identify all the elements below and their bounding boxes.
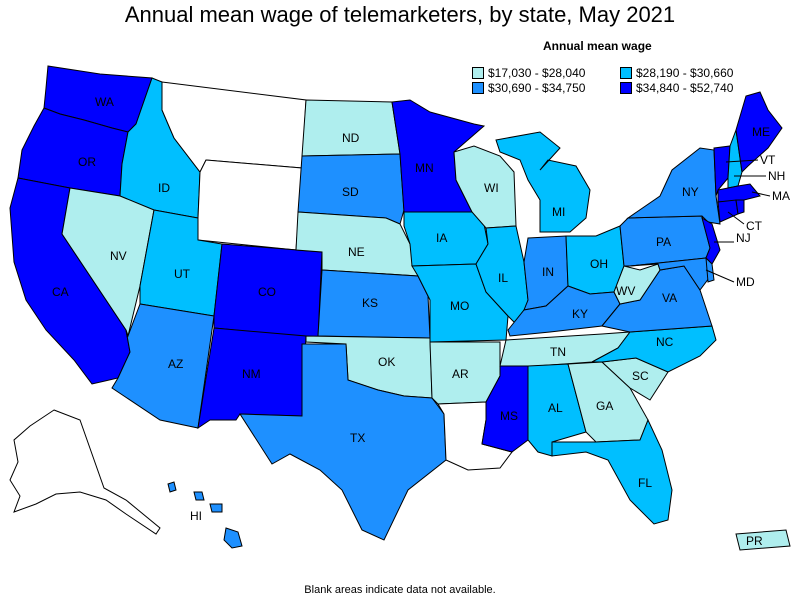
label-IL: IL	[498, 271, 508, 285]
footnote: Blank areas indicate data not available.	[304, 584, 496, 596]
label-OK: OK	[378, 355, 395, 369]
label-NY: NY	[682, 185, 699, 199]
label-NH: NH	[768, 169, 785, 183]
label-VA: VA	[662, 291, 677, 305]
label-SC: SC	[632, 369, 649, 383]
state-NC[interactable]	[591, 325, 717, 373]
legend-item-tier-2: $28,190 - $30,660	[620, 66, 733, 80]
label-ME: ME	[752, 125, 770, 139]
label-CA: CA	[52, 285, 69, 299]
state-RI[interactable]	[735, 199, 745, 215]
state-DE[interactable]	[705, 256, 715, 283]
label-SD: SD	[342, 185, 359, 199]
label-WI: WI	[484, 181, 499, 195]
label-FL: FL	[638, 476, 652, 490]
label-MO: MO	[450, 299, 469, 313]
map-title: Annual mean wage of telemarketers, by st…	[124, 2, 676, 27]
state-ND[interactable]	[301, 99, 401, 157]
label-NE: NE	[348, 245, 365, 259]
label-ND: ND	[342, 131, 360, 145]
label-KY: KY	[572, 307, 588, 321]
label-MN: MN	[415, 161, 434, 175]
legend-item-tier-1: $17,030 - $28,040	[472, 66, 585, 80]
label-ID: ID	[158, 181, 170, 195]
label-AR: AR	[452, 367, 469, 381]
label-NM: NM	[242, 367, 261, 381]
label-MS: MS	[500, 409, 518, 423]
label-CO: CO	[258, 285, 276, 299]
legend-item-tier-4: $34,840 - $52,740	[620, 81, 733, 95]
state-HI-big-island[interactable]	[223, 527, 243, 549]
state-HI-maui[interactable]	[209, 503, 223, 513]
leader-lines	[705, 159, 771, 283]
label-OH: OH	[590, 257, 608, 271]
label-TX: TX	[350, 431, 365, 445]
state-HI-oahu[interactable]	[193, 491, 205, 501]
state-FL[interactable]	[551, 418, 673, 525]
label-IN: IN	[542, 265, 554, 279]
label-AZ: AZ	[168, 357, 183, 371]
label-UT: UT	[174, 267, 191, 281]
state-ME[interactable]	[735, 91, 783, 174]
label-VT: VT	[760, 153, 776, 167]
legend-label-tier-2: $28,190 - $30,660	[636, 66, 734, 80]
legend-swatch-tier-2	[620, 67, 632, 79]
legend-label-tier-1: $17,030 - $28,040	[488, 66, 586, 80]
label-NC: NC	[656, 335, 674, 349]
label-AL: AL	[548, 401, 563, 415]
state-AZ[interactable]	[111, 303, 215, 429]
label-OR: OR	[78, 155, 96, 169]
state-KS[interactable]	[317, 269, 431, 339]
label-CT: CT	[746, 219, 763, 233]
label-TN: TN	[550, 345, 566, 359]
state-MA[interactable]	[717, 183, 761, 203]
label-MD: MD	[736, 275, 755, 289]
state-NV[interactable]	[61, 187, 155, 338]
label-PR: PR	[746, 534, 763, 548]
label-MA: MA	[772, 189, 790, 203]
label-PA: PA	[656, 235, 671, 249]
label-WV: WV	[616, 284, 635, 298]
label-NJ: NJ	[736, 231, 751, 245]
state-MI[interactable]	[495, 131, 591, 233]
legend-swatch-tier-3	[472, 82, 484, 94]
state-HI[interactable]	[167, 481, 177, 493]
state-CT[interactable]	[717, 199, 739, 223]
label-KS: KS	[362, 296, 378, 310]
legend-label-tier-3: $30,690 - $34,750	[488, 81, 586, 95]
legend-swatch-tier-4	[620, 82, 632, 94]
label-GA: GA	[596, 399, 613, 413]
legend-title: Annual mean wage	[543, 39, 652, 53]
state-AK[interactable]	[9, 409, 161, 535]
legend-swatch-tier-1	[472, 67, 484, 79]
label-NV: NV	[110, 249, 127, 263]
label-HI: HI	[190, 509, 202, 523]
state-VT[interactable]	[713, 145, 731, 197]
legend-label-tier-4: $34,840 - $52,740	[636, 81, 734, 95]
label-MI: MI	[552, 205, 565, 219]
state-WY[interactable]	[197, 159, 303, 251]
label-IA: IA	[436, 231, 447, 245]
state-TX[interactable]	[239, 343, 447, 541]
label-WA: WA	[95, 95, 114, 109]
state-NY[interactable]	[626, 147, 721, 225]
state-PR[interactable]	[735, 529, 791, 551]
legend-item-tier-3: $30,690 - $34,750	[472, 81, 585, 95]
